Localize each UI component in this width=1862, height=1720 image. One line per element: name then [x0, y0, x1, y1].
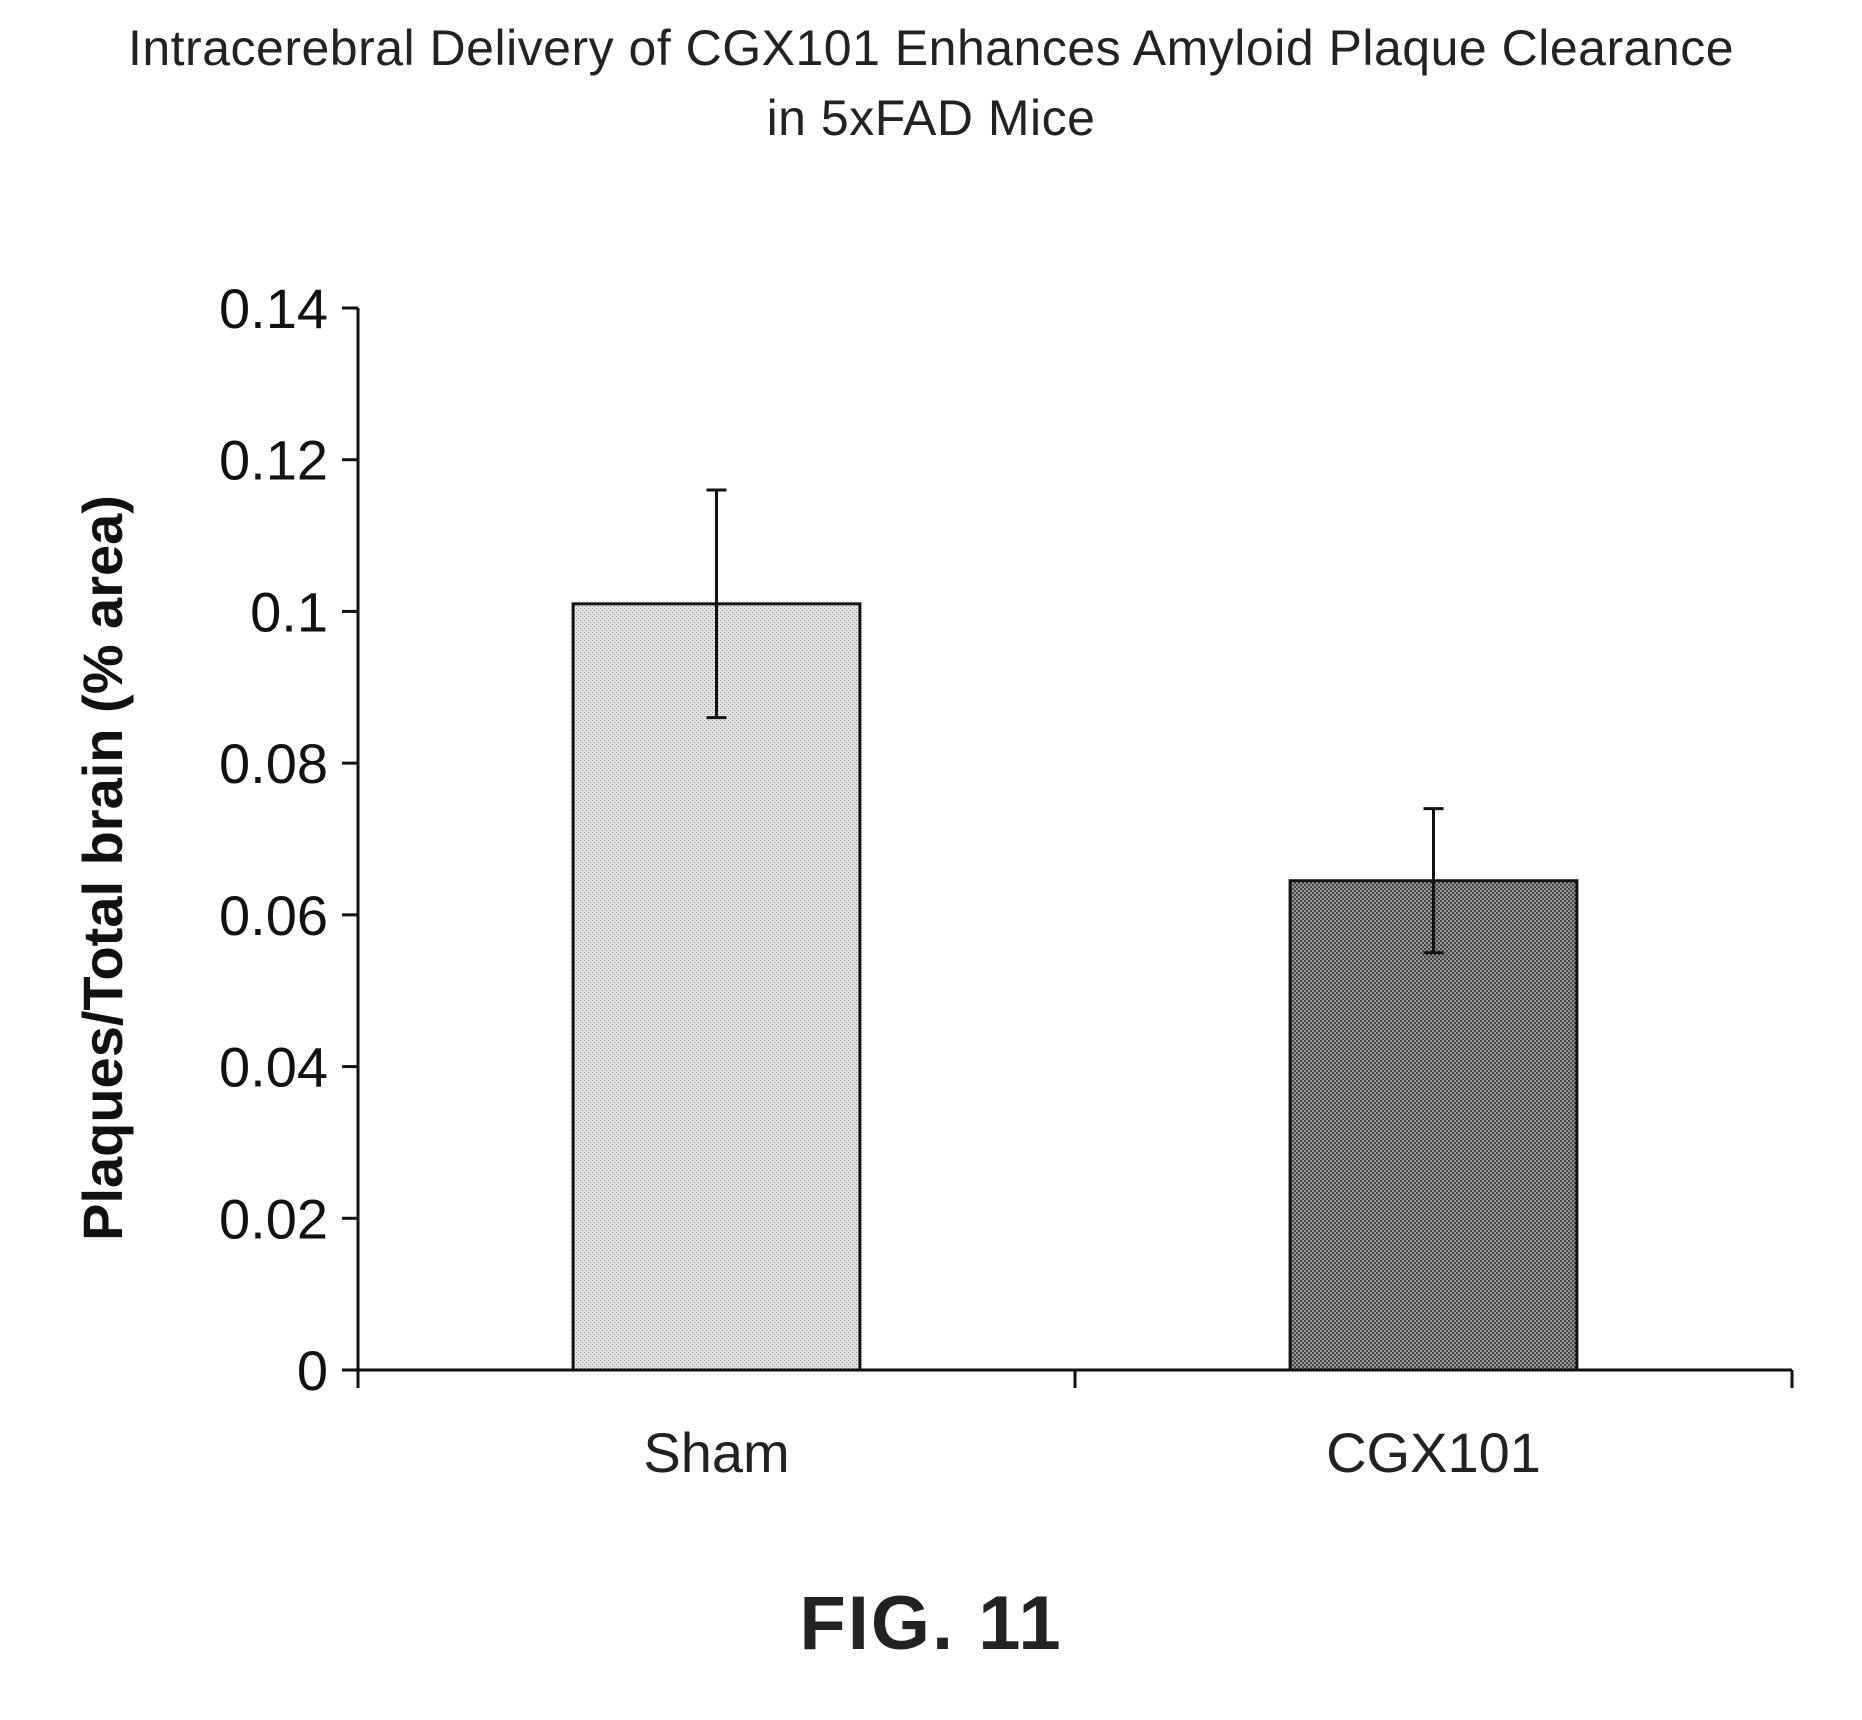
- error-bar-cgx101: [1423, 807, 1444, 955]
- category-label-sham: Sham: [643, 1421, 789, 1484]
- category-labels: Sham CGX101: [643, 1421, 1541, 1484]
- bar-cgx101: [1288, 879, 1579, 1372]
- y-tick-label: 0.06: [219, 884, 328, 947]
- chart-title-line1: Intracerebral Delivery of CGX101 Enhance…: [127, 20, 1735, 76]
- y-tick-label: 0: [297, 1339, 328, 1402]
- error-bar-sham: [706, 488, 727, 720]
- category-label-cgx101: CGX101: [1326, 1421, 1541, 1484]
- y-axis-title: Plaques/Total brain (% area): [71, 495, 134, 1241]
- figure-label: FIG. 11: [799, 1581, 1063, 1666]
- y-tick-label: 0.1: [250, 580, 328, 643]
- y-tick-label: 0.14: [219, 277, 328, 340]
- x-axis: [356, 1368, 1794, 1388]
- y-tick-label: 0.04: [219, 1036, 328, 1099]
- chart-title-line2: in 5xFAD Mice: [766, 90, 1096, 146]
- bar-chart: Plaques/Total brain (% area) 0 0.02 0.04 0.…: [71, 277, 1794, 1484]
- y-tick-label: 0.02: [219, 1187, 328, 1250]
- y-tick-label: 0.12: [219, 429, 328, 492]
- error-bars: [706, 488, 1444, 955]
- y-tick-label: 0.08: [219, 732, 328, 795]
- y-axis: 0 0.02 0.04 0.06 0.08 0.1 0.12 0.14: [219, 277, 360, 1402]
